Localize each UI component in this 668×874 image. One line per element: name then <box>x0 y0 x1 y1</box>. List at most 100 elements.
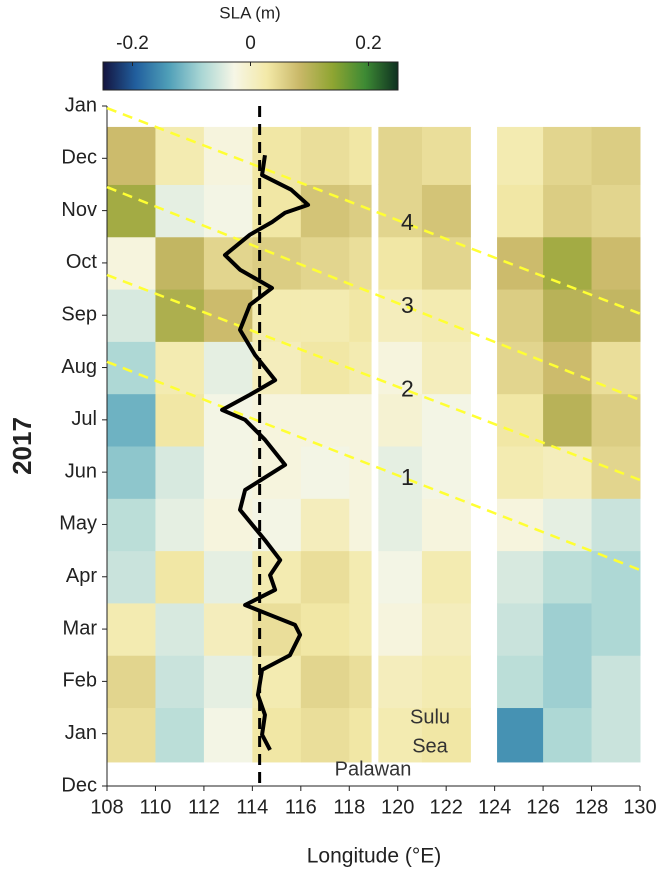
heatmap-cell <box>591 393 641 447</box>
heatmap-cell <box>591 707 641 763</box>
heatmap-cell <box>421 446 471 499</box>
heatmap-cell <box>497 707 544 763</box>
heatmap-cell <box>591 498 641 552</box>
heatmap-cell <box>378 602 423 656</box>
heatmap-cell <box>300 341 350 395</box>
heatmap-cell <box>155 498 205 552</box>
heatmap-cell <box>543 655 593 709</box>
heatmap-cell <box>421 655 471 709</box>
heatmap-cell <box>591 289 641 342</box>
heatmap-cell <box>300 498 350 552</box>
heatmap-cell <box>300 655 350 709</box>
y-tick-label: Feb <box>63 670 97 692</box>
heatmap-cell <box>378 550 423 604</box>
heatmap-cell <box>497 341 544 395</box>
heatmap-cell <box>107 707 156 763</box>
heatmap-cell <box>497 498 544 552</box>
heatmap-cell <box>497 289 544 342</box>
heatmap-cell <box>155 707 205 763</box>
heatmap-cell <box>107 446 156 499</box>
heatmap-cell <box>378 393 423 447</box>
x-tick-label: 110 <box>140 796 172 818</box>
heatmap-cell <box>591 550 641 604</box>
trend-label: 3 <box>401 292 414 318</box>
heatmap-cell <box>203 602 253 656</box>
y-tick-label: Dec <box>61 147 97 169</box>
heatmap-cell <box>591 602 641 656</box>
heatmap-cell <box>300 184 350 238</box>
heatmap-cell <box>203 341 253 395</box>
heatmap-cell <box>155 550 205 604</box>
data-line <box>220 154 311 751</box>
heatmap-cell <box>543 236 593 290</box>
trend-line <box>106 185 641 402</box>
annotation: Sulu <box>410 706 450 728</box>
heatmap-cell <box>300 393 350 447</box>
heatmap-cell <box>107 126 156 185</box>
heatmap-cell <box>543 707 593 763</box>
x-tick-label: 122 <box>429 796 462 818</box>
heatmap-cell <box>497 602 544 656</box>
heatmap-cell <box>300 550 350 604</box>
heatmap-cell <box>497 236 544 290</box>
heatmap-cell <box>421 498 471 552</box>
heatmap-cell <box>155 602 205 656</box>
heatmap-cell <box>300 126 350 185</box>
x-tick-label: 120 <box>381 796 414 818</box>
heatmap-cell <box>421 341 471 395</box>
trend-line <box>106 360 641 572</box>
heatmap-cell <box>421 184 471 238</box>
heatmap-cell <box>107 184 156 238</box>
heatmap-cell <box>378 498 423 552</box>
heatmap-cell <box>497 393 544 447</box>
heatmap-cell <box>107 655 156 709</box>
y-tick-label: Jan <box>65 722 97 744</box>
heatmap-cell <box>349 550 372 604</box>
heatmap-cell <box>497 184 544 238</box>
heatmap-cell <box>107 550 156 604</box>
heatmap-cell <box>349 236 372 290</box>
heatmap-cell <box>155 341 205 395</box>
heatmap-cell <box>421 126 471 185</box>
heatmap-cell <box>378 707 423 763</box>
heatmap-cell <box>252 126 302 185</box>
x-tick-label: 118 <box>333 796 365 818</box>
heatmap-cell <box>497 126 544 185</box>
heatmap-cell <box>543 393 593 447</box>
heatmap-cell <box>300 236 350 290</box>
heatmap-cell <box>349 393 372 447</box>
heatmap-cell <box>497 655 544 709</box>
heatmap-cell <box>543 341 593 395</box>
colorbar-title: SLA (m) <box>219 3 280 22</box>
y-tick-label: May <box>59 513 97 535</box>
heatmap-cell <box>349 289 372 342</box>
heatmap-cell <box>591 446 641 499</box>
heatmap-cell <box>107 602 156 656</box>
heatmap-cell <box>155 655 205 709</box>
heatmap-cell <box>155 446 205 499</box>
x-tick-label: 112 <box>188 796 220 818</box>
y-tick-label: Nov <box>61 199 97 221</box>
heatmap-cell <box>203 707 253 763</box>
heatmap-cell <box>421 393 471 447</box>
heatmap-cell <box>300 707 350 763</box>
heatmap-cell <box>203 655 253 709</box>
heatmap-cell <box>378 446 423 499</box>
heatmap-cell <box>378 184 423 238</box>
annotation: Sea <box>412 735 448 757</box>
y-axis-title: 2017 <box>7 417 37 475</box>
heatmap-cell <box>543 289 593 342</box>
heatmap-cell <box>203 236 253 290</box>
heatmap-cell <box>155 126 205 185</box>
colorbar-tick-label: 0 <box>245 33 256 54</box>
x-tick-label: 130 <box>623 796 656 818</box>
y-tick-label: Dec <box>61 774 97 796</box>
heatmap-cell <box>349 446 372 499</box>
heatmap-cell <box>378 126 423 185</box>
heatmap-cell <box>543 446 593 499</box>
trend-label: 4 <box>401 209 414 235</box>
heatmap-cell <box>300 446 350 499</box>
heatmap-cell <box>203 184 253 238</box>
heatmap-cell <box>203 550 253 604</box>
